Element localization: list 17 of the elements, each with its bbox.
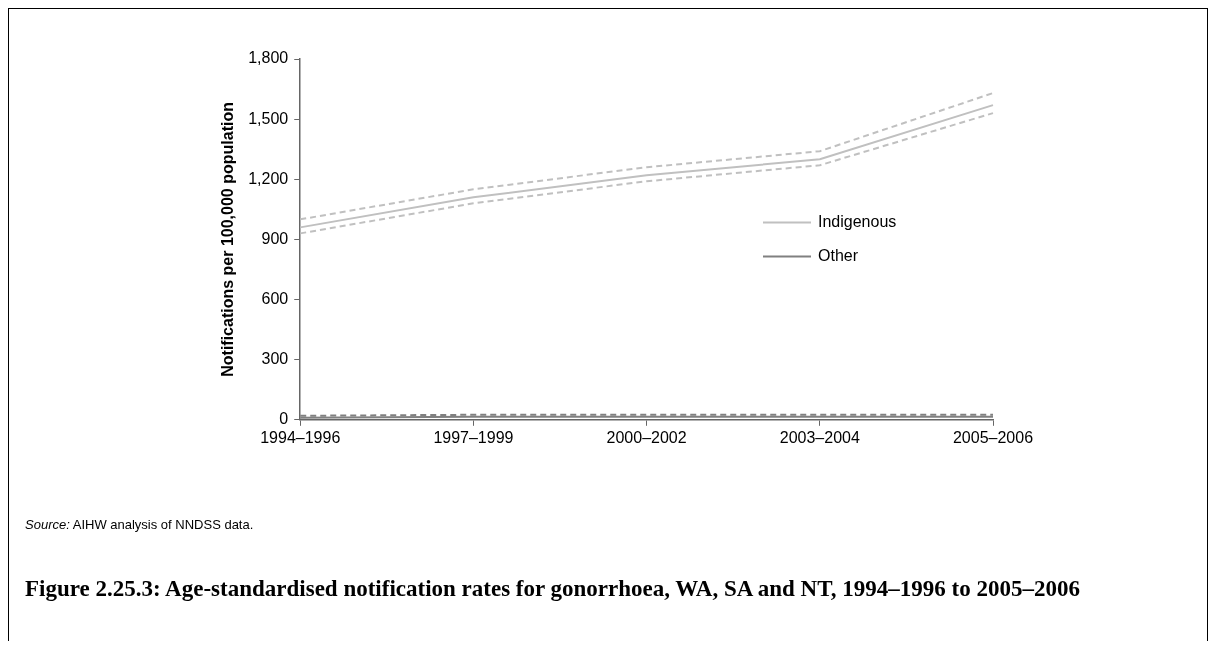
x-tick-label: 2000–2002 <box>606 428 687 446</box>
text: Figure 2.25.3: Age-standardised notification rates for gonorrhoea, WA, SA and NT, 1994–1996 to 2005–2006 <box>25 575 1082 603</box>
y-tick-label: 900 <box>261 229 289 247</box>
y-tick-label: 600 <box>261 289 289 307</box>
y-tick-label: 300 <box>261 350 289 368</box>
y-tick-label: 1,200 <box>248 169 289 187</box>
y-tick-label: 1,800 <box>248 49 289 67</box>
legend-label: Other <box>818 246 859 264</box>
y-tick-label: 0 <box>279 410 289 428</box>
x-tick-label: 1997–1999 <box>433 428 514 446</box>
x-tick-label: 2005–2006 <box>952 428 1034 446</box>
x-tick-label: 2003–2004 <box>779 428 860 446</box>
x-tick-label: 1994–1996 <box>260 428 341 446</box>
y-axis-title: Notifications per 100,000 population <box>219 102 237 377</box>
y-tick-label: 1,500 <box>248 109 289 127</box>
legend-label: Indigenous <box>818 212 897 230</box>
source-note: Source: AIHW analysis of NNDSS data. <box>25 517 254 532</box>
